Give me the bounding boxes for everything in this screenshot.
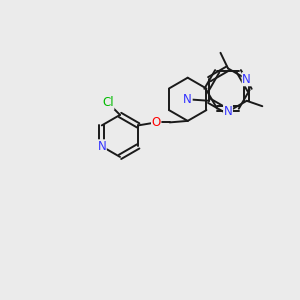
Text: N: N: [242, 73, 251, 86]
Text: O: O: [152, 116, 161, 129]
Text: N: N: [224, 105, 232, 118]
Text: N: N: [183, 93, 192, 106]
Text: Cl: Cl: [102, 96, 114, 110]
Text: N: N: [98, 140, 106, 153]
